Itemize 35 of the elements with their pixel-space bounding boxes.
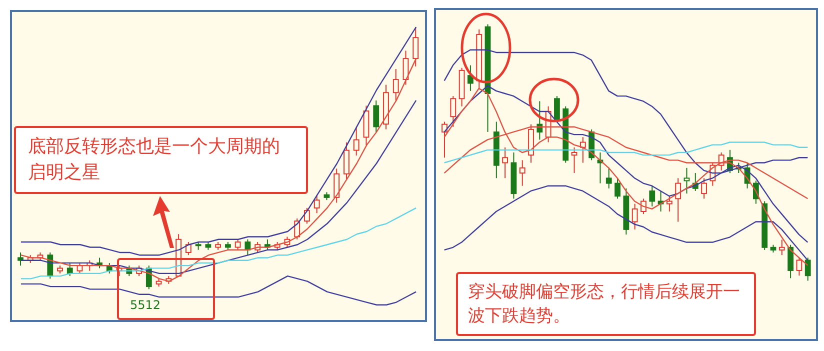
text: 5512 — [130, 298, 161, 312]
candlestick — [649, 185, 656, 207]
candlestick — [571, 146, 578, 174]
candlestick — [66, 262, 73, 277]
candlestick — [185, 241, 192, 256]
candlestick — [684, 167, 690, 194]
candlestick — [675, 178, 682, 222]
candlestick — [778, 239, 785, 256]
candlestick — [614, 178, 620, 200]
candlestick — [666, 196, 672, 212]
candlestick — [502, 146, 508, 179]
candlestick — [450, 96, 456, 128]
candlestick — [580, 136, 586, 164]
candlestick — [392, 68, 399, 101]
candlestick — [234, 238, 241, 250]
text: 穿头破脚偏空形态，行情后续展开一波下跌趋势。 — [456, 272, 756, 336]
candlestick — [353, 126, 360, 156]
candlestick — [804, 257, 811, 282]
candlestick — [796, 257, 802, 276]
candlestick — [344, 142, 350, 180]
candlestick — [18, 252, 24, 266]
candlestick — [314, 194, 320, 214]
annotation: 底部反转形态也是一个大周期的启明之星 — [14, 126, 308, 194]
candlestick — [334, 168, 340, 204]
candlestick — [701, 178, 707, 200]
candlestick — [412, 26, 419, 67]
candlestick — [536, 100, 543, 140]
candlestick — [244, 238, 251, 256]
candlestick — [606, 167, 612, 189]
candlestick — [788, 244, 794, 279]
candlestick — [640, 198, 646, 215]
candlestick — [373, 100, 380, 132]
candlestick — [632, 203, 638, 230]
candlestick — [519, 160, 526, 186]
candlestick — [304, 207, 310, 224]
